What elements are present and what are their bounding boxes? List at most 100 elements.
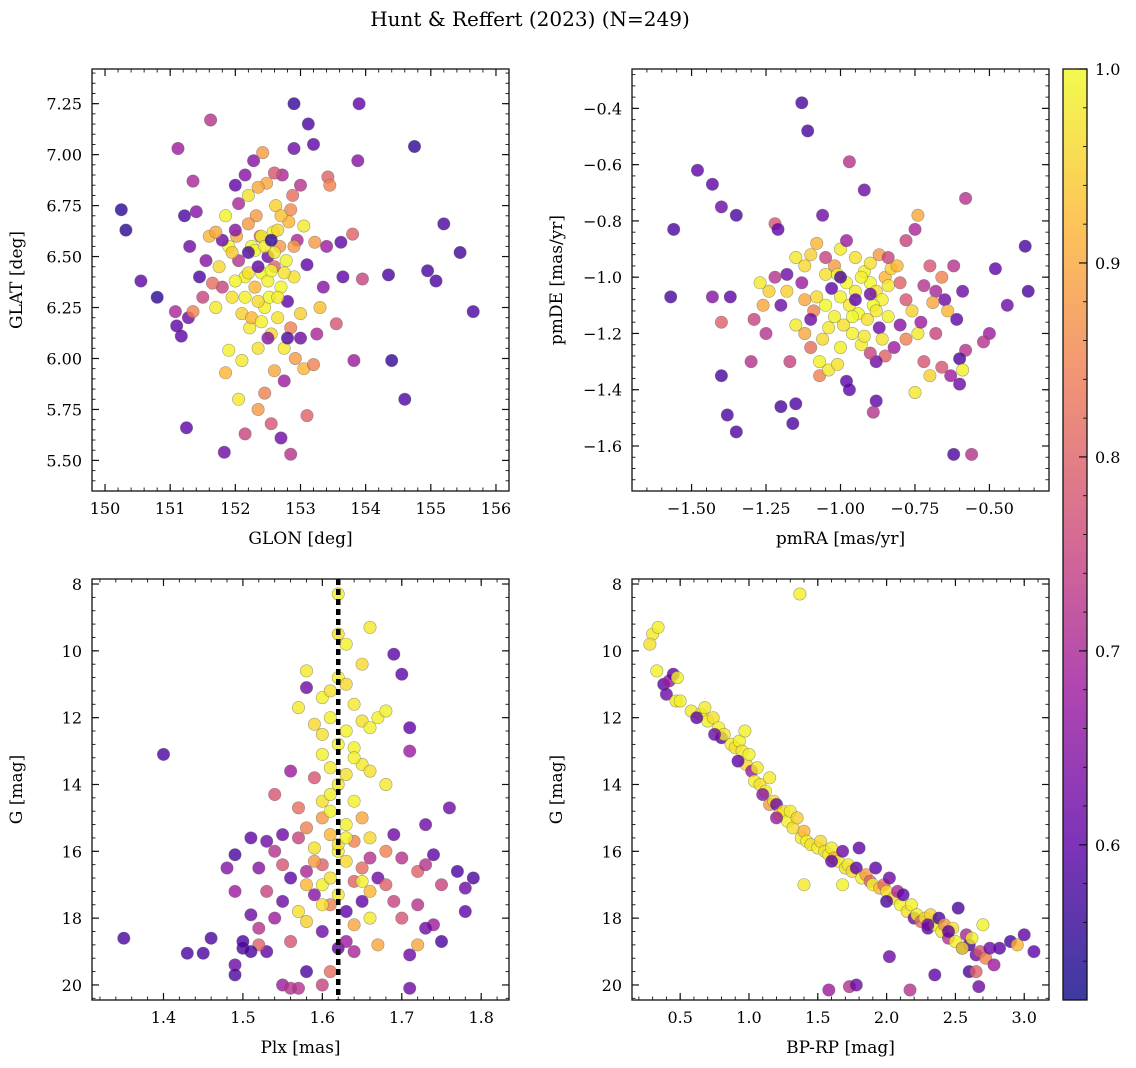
scatter-point [232,392,246,406]
scatter-point [830,357,844,371]
scatter-point [119,223,133,237]
scatter-point [186,174,200,188]
colorbar-tick-label: 0.9 [1095,254,1120,273]
scatter-point [863,346,877,360]
scatter-point [276,828,290,842]
scatter-point [276,894,290,908]
scatter-point [339,854,353,868]
scatter-point [150,290,164,304]
scatter-point [323,965,337,979]
scatter-point [947,447,961,461]
scatter-point [284,764,298,778]
scatter-point [277,374,291,388]
y-tick-label: 7.00 [46,146,82,165]
y-tick-label: −1.0 [583,268,622,287]
scatter-point [714,200,728,214]
scatter-point [905,304,919,318]
scatter-point [690,711,704,725]
scatter-point [819,298,833,312]
scatter-point [935,360,949,374]
scatter-point [953,352,967,366]
scatter-point [458,881,472,895]
scatter-point [371,938,385,952]
scatter-point [299,965,313,979]
scatter-point [929,284,943,298]
scatter-point [882,950,896,964]
scatter-point [264,417,278,431]
scatter-point [738,724,752,738]
scatter-point [339,767,353,781]
scatter-point [714,369,728,383]
y-axis-label: G [mag] [547,755,567,824]
scatter-point [238,168,252,182]
colorbar: 0.6 0.7 0.8 0.9 1.0 [1062,60,1120,1001]
scatter-point [819,251,833,265]
scatter-point [880,894,894,908]
scatter-point [287,142,301,156]
y-tick-label: 14 [62,775,82,794]
scatter-point [899,234,913,248]
scatter-point [219,366,233,380]
scatter-point [339,831,353,845]
scatter-point [261,331,275,345]
scatter-point [747,312,761,326]
x-tick-label: 0.5 [667,1008,692,1027]
scatter-point [911,326,925,340]
scatter-point [315,978,329,992]
scatter-point [232,197,246,211]
x-tick-label: 1.7 [389,1008,414,1027]
y-tick-label: 5.50 [46,451,82,470]
scatter-point [267,246,281,260]
scatter-point [355,272,369,286]
scatter-point [398,392,412,406]
scatter-point [379,844,393,858]
scatter-point [836,318,850,332]
scatter-point [308,235,322,249]
scatter-point [323,684,337,698]
scatter-point [206,276,220,290]
y-tick-label: 8 [612,575,622,594]
scatter-point [869,304,883,318]
scatter-point [363,831,377,845]
scatter-point [941,304,955,318]
panel-top-left: 150 151 152 153 154 155 156 5.50 5.75 6.00 6.25 6.5… [7,68,511,549]
scatter-point [875,332,889,346]
scatter-point [848,293,862,307]
scatter-point [795,276,809,290]
scatter-point [956,363,970,377]
scatter-point [1010,938,1024,952]
x-tick-label: 150 [90,499,121,518]
scatter-point [316,280,330,294]
scatter-point [929,326,943,340]
scatter-point [872,321,886,335]
scatter-point [323,761,337,775]
scatter-point [804,248,818,262]
scatter-point [466,305,480,319]
scatter-point [987,958,1001,972]
scatter-point [729,208,743,222]
scatter-point [251,294,265,308]
scatter-point [854,270,868,284]
scatter-point [797,878,811,892]
scatter-point [860,312,874,326]
scatter-point [238,290,252,304]
scatter-point [186,305,200,319]
scatter-point [284,203,298,217]
x-tick-label: −0.75 [890,499,939,518]
x-tick-label: 1.6 [310,1008,335,1027]
scatter-point [347,918,361,932]
scatter-point [286,188,300,202]
scatter-point [798,326,812,340]
scatter-point [822,983,836,997]
scatter-point [244,831,258,845]
scatter-point [279,254,293,268]
scatter-point [965,931,979,945]
scatter-point [196,290,210,304]
scatter-point [723,290,737,304]
scatter-point [252,921,266,935]
scatter-point [896,888,910,902]
scatter-point [434,934,448,948]
scatter-point [890,259,904,273]
scatter-point [174,329,188,343]
scatter-point [786,416,800,430]
